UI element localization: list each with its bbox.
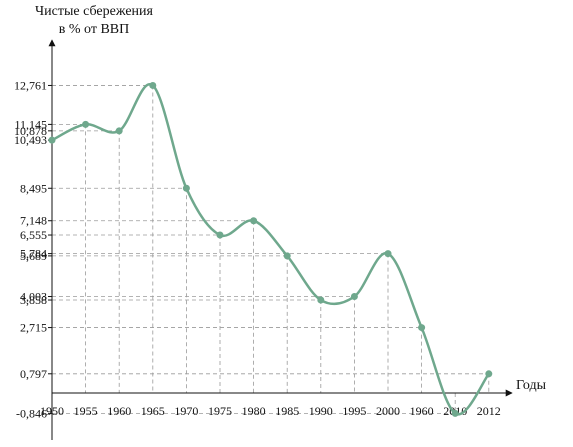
x-tick-label: 1995 [342, 404, 366, 418]
y-tick-label: 5,689 [20, 249, 47, 263]
data-point [317, 296, 325, 304]
data-point [350, 293, 358, 301]
x-tick-labels: 1950 1955 1960 1965 1970 1975 1980 1985 1990 1995… [40, 404, 501, 418]
data-point [485, 370, 493, 378]
data-point [451, 409, 459, 417]
x-tick-label: 1990 [309, 404, 333, 418]
y-tick-label: -0,846 [16, 406, 47, 420]
y-axis-title-line-2: в % от ВВП [58, 22, 130, 37]
data-point [182, 184, 190, 192]
data-point [82, 120, 90, 128]
y-axis-title-line-1: Чистые сбережения [35, 4, 153, 19]
y-tick-label: 11,145 [14, 117, 47, 131]
x-tick-label: 1980 [242, 404, 266, 418]
x-tick-label: 1950 [40, 404, 64, 418]
y-tick-label: 0,797 [20, 367, 47, 381]
x-tick-label: 1985 [275, 404, 299, 418]
data-point [250, 217, 258, 225]
y-tick-label: 8,495 [20, 181, 47, 195]
x-tick-label: 1975 [208, 404, 232, 418]
y-tick-label: 3,858 [20, 293, 47, 307]
x-tick-label: 1970 [174, 404, 198, 418]
data-point [149, 81, 157, 89]
y-tick-label: 6,555 [20, 228, 47, 242]
y-tick-label: 7,148 [20, 214, 47, 228]
x-axis-title: Годы [516, 378, 547, 393]
x-tick-label: 1960 [107, 404, 131, 418]
data-point [384, 250, 392, 258]
data-point [48, 136, 56, 144]
x-tick-label: 2012 [477, 404, 501, 418]
x-tick-label: 1955 [74, 404, 98, 418]
data-point [115, 127, 123, 135]
y-tick-label: 10,878 [14, 124, 47, 138]
y-tick-label: 2,715 [20, 321, 47, 335]
y-tick-label: 5,784 [20, 247, 47, 261]
y-tick-label: 10,493 [14, 133, 47, 147]
y-tick-label: 12,761 [14, 78, 47, 92]
x-tick-label: 2000 [376, 404, 400, 418]
x-tick-label: 1960 [410, 404, 434, 418]
data-point [418, 324, 426, 332]
grid-lines [51, 85, 490, 414]
x-tick-label: 1965 [141, 404, 165, 418]
y-tick-label: 4,003 [20, 290, 47, 304]
data-point [216, 231, 224, 239]
data-point [283, 252, 291, 260]
data-points [48, 81, 493, 417]
